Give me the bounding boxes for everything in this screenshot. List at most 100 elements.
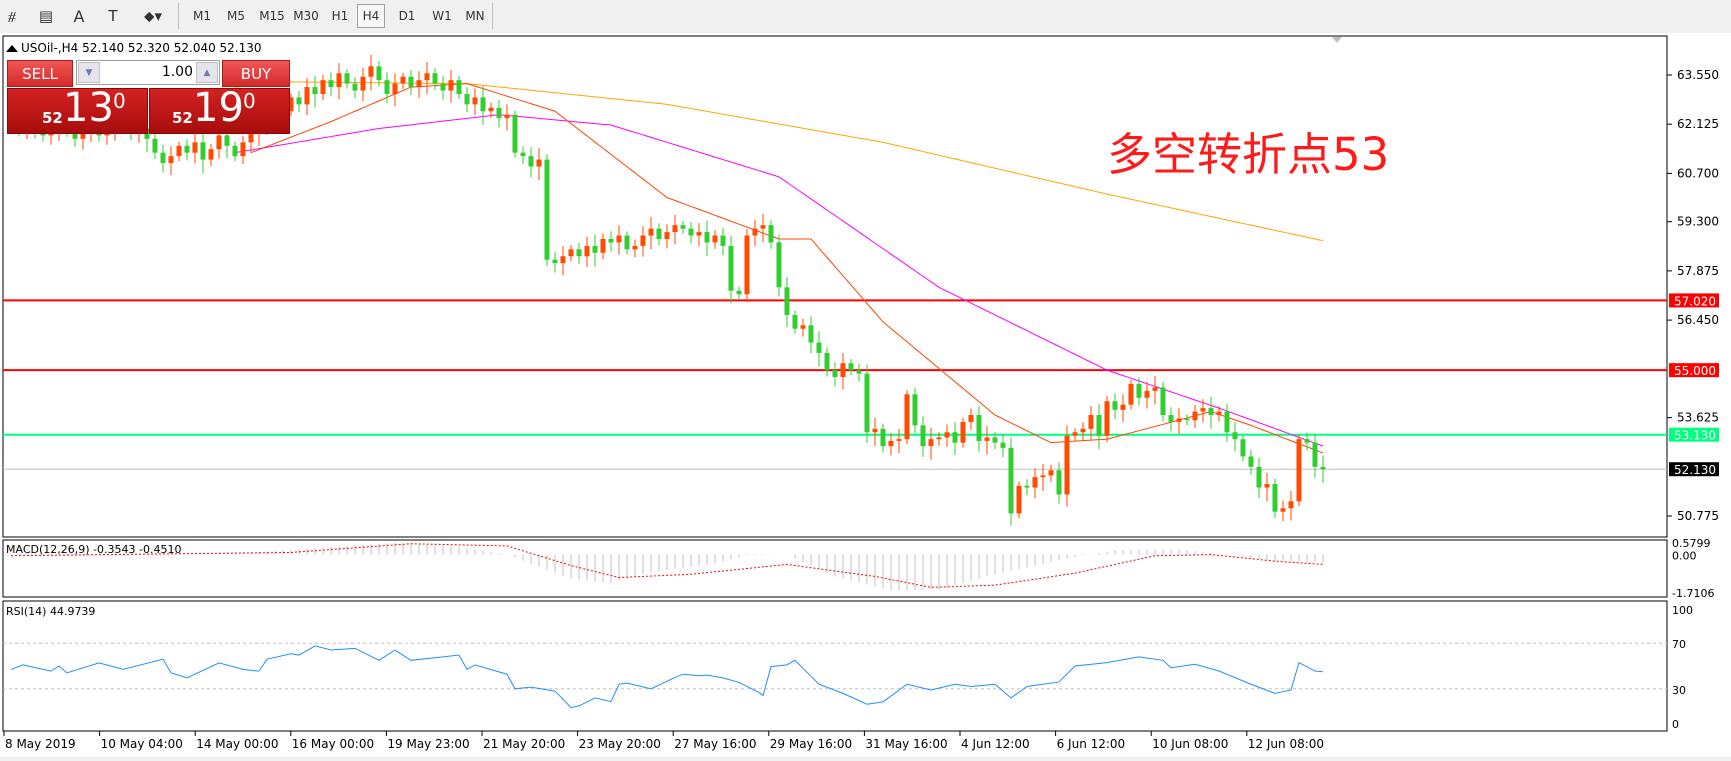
candle: [320, 74, 326, 101]
candle: [808, 316, 814, 354]
candle: [576, 242, 582, 265]
timeframe-mn[interactable]: MN: [465, 9, 485, 23]
candle-body: [744, 235, 750, 295]
candle: [408, 70, 414, 95]
fibonacci-tool-button[interactable]: ▤: [34, 4, 58, 28]
candle: [672, 214, 678, 245]
candle-body: [928, 439, 934, 447]
candle: [536, 148, 542, 181]
candle: [1224, 403, 1230, 442]
increase-lot-button[interactable]: ▲: [196, 62, 218, 83]
rsi-label: RSI(14) 44.9739: [6, 605, 95, 618]
time-axis-label: 4 Jun 12:00: [961, 737, 1030, 751]
sell-price[interactable]: 52 13 0: [7, 85, 148, 134]
candle: [392, 73, 398, 107]
text-tool-button[interactable]: A: [68, 4, 90, 28]
candle-body: [216, 135, 222, 150]
candle: [488, 102, 494, 118]
decrease-lot-button[interactable]: ▼: [78, 62, 100, 83]
candle: [992, 432, 998, 450]
sell-button[interactable]: SELL: [7, 60, 73, 87]
candle-body: [408, 76, 414, 88]
price-label: 53.130: [1674, 429, 1716, 443]
candle-body: [896, 439, 902, 441]
candle-body: [664, 232, 670, 239]
timeframe-w1[interactable]: W1: [432, 9, 452, 23]
timeframe-m30[interactable]: M30: [293, 9, 319, 23]
text-label-tool-button[interactable]: T: [100, 4, 126, 28]
candle-body: [512, 114, 518, 153]
candle: [504, 104, 510, 131]
candle-body: [504, 114, 510, 119]
price-label: 57.020: [1674, 294, 1716, 308]
timeframe-m15[interactable]: M15: [259, 9, 285, 23]
candle-body: [648, 228, 654, 236]
candle-body: [936, 437, 942, 440]
candle-body: [688, 228, 694, 236]
candle: [1232, 422, 1238, 452]
moving-average-line: [250, 83, 1324, 454]
timeframe-m1[interactable]: M1: [193, 9, 211, 23]
candle-body: [1024, 485, 1030, 488]
chart-canvas[interactable]: USOil-,H4 52.140 52.320 52.040 52.130 63.…: [0, 33, 1731, 757]
candle: [856, 363, 862, 382]
timeframe-h1[interactable]: H1: [331, 9, 349, 23]
candle-body: [464, 93, 470, 105]
candle-body: [1208, 408, 1214, 416]
candle: [1192, 405, 1198, 429]
buy-price[interactable]: 52 19 0: [149, 85, 290, 134]
buy-button[interactable]: BUY: [222, 60, 290, 87]
candle-body: [1152, 387, 1158, 391]
sell-price-prefix: 52: [42, 109, 63, 127]
candle: [832, 362, 838, 387]
candle-body: [872, 428, 878, 433]
time-axis-label: 16 May 00:00: [292, 737, 374, 751]
candle-body: [248, 131, 254, 143]
candle: [384, 72, 390, 104]
chart-window[interactable]: USOil-,H4 52.140 52.320 52.040 52.130 63.…: [0, 33, 1731, 757]
price-label-box: [1669, 293, 1719, 308]
candle-body: [1312, 442, 1318, 467]
time-axis-label: 10 Jun 08:00: [1152, 737, 1228, 751]
candle-body: [160, 152, 166, 164]
moving-average-line: [234, 114, 1324, 447]
candle: [912, 387, 918, 434]
chart-annotation-text[interactable]: 多空转折点53: [1107, 128, 1390, 181]
arrows-tool-button[interactable]: ⬥▾: [134, 4, 172, 28]
price-axis-label: 62.125: [1677, 117, 1719, 131]
candle: [480, 86, 486, 125]
candle: [1056, 462, 1062, 504]
time-axis-label: 19 May 23:00: [387, 737, 469, 751]
buy-price-main: 19: [193, 85, 244, 131]
candle-body: [1232, 432, 1238, 440]
candle-body: [960, 421, 966, 443]
elliott-tool-button[interactable]: ⧣: [0, 4, 24, 28]
lot-size-stepper[interactable]: ▼ 1.00 ▲: [76, 60, 220, 85]
time-axis-label: 23 May 20:00: [579, 737, 661, 751]
candle: [448, 69, 454, 103]
candle: [360, 67, 366, 102]
timeframe-d1[interactable]: D1: [398, 9, 416, 23]
candle-body: [632, 245, 638, 250]
candle-body: [208, 149, 214, 160]
candle-body: [352, 83, 358, 91]
time-axis-label: 21 May 20:00: [483, 737, 565, 751]
candle-body: [816, 342, 822, 353]
candle-body: [992, 437, 998, 443]
candle-body: [624, 235, 630, 250]
lot-size-value[interactable]: 1.00: [161, 64, 193, 80]
timeframe-h4[interactable]: H4: [357, 4, 385, 28]
candle-body: [368, 66, 374, 77]
price-axis-label: 63.550: [1677, 68, 1719, 82]
candle: [376, 61, 382, 87]
candle-body: [1040, 475, 1046, 478]
candle: [1000, 434, 1006, 458]
triangle-up-icon: [6, 45, 18, 52]
candle: [1136, 377, 1142, 406]
candle: [728, 235, 734, 303]
candle: [592, 234, 598, 267]
candle-body: [192, 142, 198, 153]
timeframe-m5[interactable]: M5: [227, 9, 245, 23]
candle: [336, 63, 342, 100]
candle: [1304, 432, 1310, 451]
